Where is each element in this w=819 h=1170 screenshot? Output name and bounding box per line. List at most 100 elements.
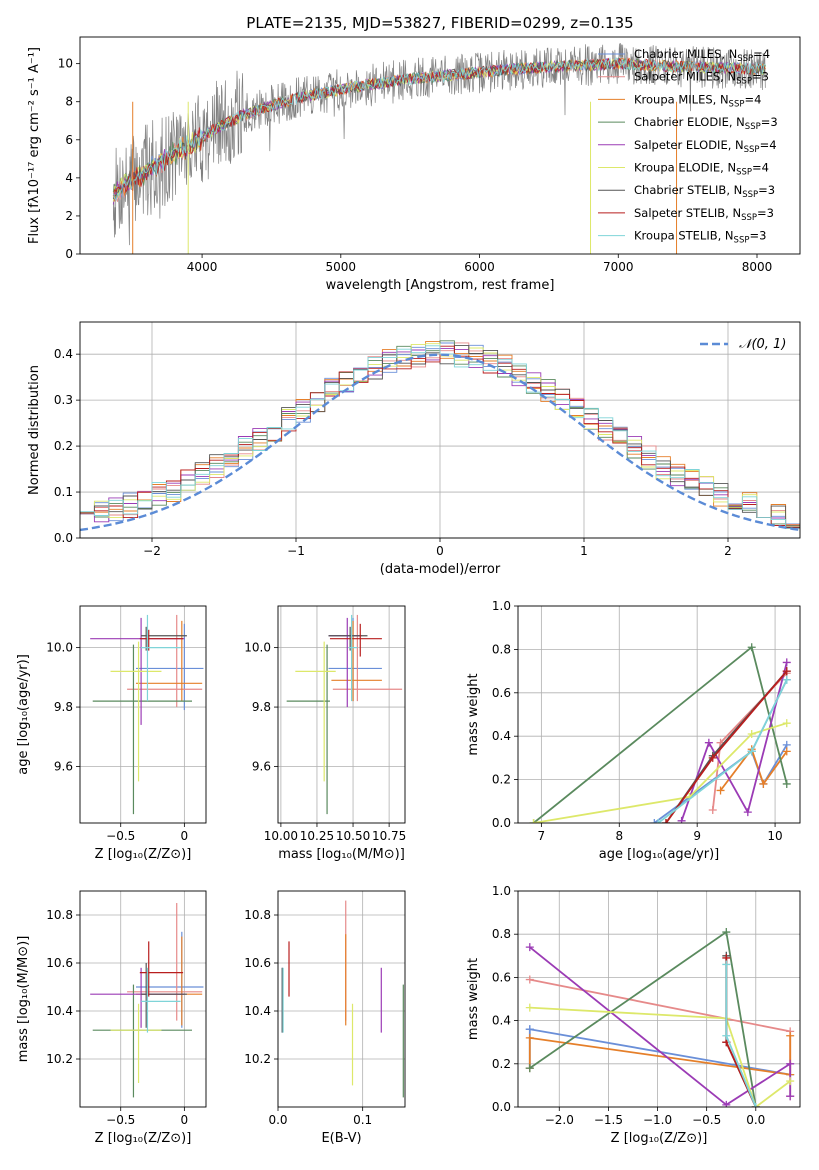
chart-title: PLATE=2135, MJD=53827, FIBERID=0299, z=0… xyxy=(246,14,633,32)
x-tick-label: 10.75 xyxy=(372,829,406,843)
x-tick-label: −0.5 xyxy=(106,829,135,843)
model-spectrum-line xyxy=(112,57,766,201)
y-axis-label: mass [log₁₀(M/M⊙)] xyxy=(16,936,31,1063)
plot-area xyxy=(286,614,403,815)
y-tick-label: 0.8 xyxy=(492,642,511,656)
y-tick-label: 0.8 xyxy=(492,927,511,941)
spectrum-axes: 4000 5000 6000 7000 8000 0 2 4 6 8 10 wavelength [A… xyxy=(27,36,801,293)
weight-marker xyxy=(747,730,756,739)
y-tick-label: 10.4 xyxy=(244,1004,271,1018)
normal-reference-curve xyxy=(80,353,800,532)
x-tick-label: −1.5 xyxy=(594,1113,623,1127)
axes-frame xyxy=(277,890,406,1108)
y-tick-label: 0.0 xyxy=(54,531,73,545)
legend-entry: Salpeter MILES, NSSP=3 xyxy=(634,70,769,87)
error-bar-point xyxy=(328,617,362,708)
weight-marker xyxy=(529,819,538,823)
x-tick-label: −2 xyxy=(143,544,161,558)
y-tick-label: 0.3 xyxy=(54,393,73,407)
weight-marker xyxy=(704,738,713,747)
x-tick-label: 1 xyxy=(580,544,588,558)
weight-marker xyxy=(708,753,717,762)
weight-series xyxy=(662,667,791,823)
weight-line xyxy=(529,1006,791,1107)
weight-line xyxy=(529,930,757,1107)
error-bar-point xyxy=(331,620,382,702)
weight-series xyxy=(677,658,791,823)
residual-histogram-step xyxy=(80,345,800,530)
y-tick-label: 0.6 xyxy=(492,686,511,700)
weight-line xyxy=(657,679,788,823)
error-bar-point xyxy=(92,644,192,815)
y-tick-label: 4 xyxy=(65,171,73,185)
x-tick-label: 7 xyxy=(538,829,546,843)
weight-line xyxy=(533,722,788,823)
error-bar-point xyxy=(295,641,336,782)
x-axis-label: E(B-V) xyxy=(321,1131,361,1146)
y-tick-label: 9.8 xyxy=(252,700,271,714)
y-tick-label: 10.4 xyxy=(46,1004,73,1018)
weight-marker xyxy=(722,928,731,937)
x-tick-label: 10.50 xyxy=(336,829,370,843)
axes-frame xyxy=(79,36,801,255)
x-tick-label: 0 xyxy=(181,1113,189,1127)
plot-area xyxy=(529,643,791,823)
y-tick-label: 9.6 xyxy=(54,760,73,774)
y-tick-label: 0.1 xyxy=(54,485,73,499)
x-tick-label: 0 xyxy=(436,544,444,558)
y-tick-label: 9.8 xyxy=(54,700,73,714)
plot-area xyxy=(281,900,404,1098)
weight-marker xyxy=(751,1103,760,1107)
axes-frame xyxy=(79,890,207,1108)
y-tick-label: 10.8 xyxy=(244,908,271,922)
weight-series xyxy=(654,675,791,823)
weight-marker xyxy=(782,667,791,676)
x-tick-label: 0.0 xyxy=(746,1113,765,1127)
y-tick-label: 10.0 xyxy=(46,641,73,655)
x-axis-label: mass [log₁₀(M/M⊙)] xyxy=(278,847,405,862)
x-tick-label: 5000 xyxy=(326,260,357,274)
y-tick-label: 0.4 xyxy=(492,1014,511,1028)
weight-marker xyxy=(722,1031,731,1040)
weight-marker xyxy=(525,1064,534,1073)
weight-marker xyxy=(708,805,717,814)
weight-series xyxy=(525,1003,795,1107)
legend-entry: Chabrier STELIB, NSSP=3 xyxy=(634,183,775,200)
weight-marker xyxy=(747,643,756,652)
x-tick-label: 0.0 xyxy=(268,1113,287,1127)
x-axis-label: (data-model)/error xyxy=(380,562,501,577)
x-tick-label: 4000 xyxy=(187,260,218,274)
x-tick-label: −0.5 xyxy=(692,1113,721,1127)
y-tick-label: 10.0 xyxy=(244,641,271,655)
y-tick-label: 0.2 xyxy=(54,439,73,453)
x-axis-label: Z [log₁₀(Z/Z⊙)] xyxy=(611,1131,708,1146)
weight-marker xyxy=(722,1100,731,1107)
mass-vs-Z-axes: −0.5 0 10.2 10.4 10.6 10.8 Z [log₁₀(Z/Z⊙)] mass… xyxy=(16,890,207,1146)
x-tick-label: −0.5 xyxy=(106,1113,135,1127)
x-tick-label: −2.0 xyxy=(545,1113,574,1127)
weight-marker xyxy=(782,675,791,684)
residuals-axes: −2 −1 0 1 2 0.0 0.1 0.2 0.3 0.4 (data-model)/error… xyxy=(27,321,801,577)
weight-marker xyxy=(782,719,791,728)
weight-series xyxy=(529,719,791,823)
error-bar-point xyxy=(141,967,181,1033)
y-tick-label: 0 xyxy=(65,247,73,261)
weight-series xyxy=(650,675,791,823)
weight-marker xyxy=(782,747,791,756)
weight-marker xyxy=(525,943,534,952)
legend-entry: Kroupa MILES, NSSP=4 xyxy=(634,92,761,109)
plot-area xyxy=(90,614,204,815)
weight-marker xyxy=(722,960,731,969)
weight-marker xyxy=(525,1003,534,1012)
weight-marker xyxy=(743,808,752,817)
weight-line xyxy=(528,1035,792,1076)
x-axis-label: wavelength [Angstrom, rest frame] xyxy=(326,278,555,293)
plot-area xyxy=(80,340,800,532)
y-tick-label: 8 xyxy=(65,95,73,109)
weight-line xyxy=(533,645,788,823)
error-bar-point xyxy=(110,1003,162,1083)
x-tick-label: 10.00 xyxy=(264,829,298,843)
y-tick-label: 10.2 xyxy=(244,1052,271,1066)
x-tick-label: 10.25 xyxy=(300,829,334,843)
weight-marker xyxy=(654,819,663,823)
